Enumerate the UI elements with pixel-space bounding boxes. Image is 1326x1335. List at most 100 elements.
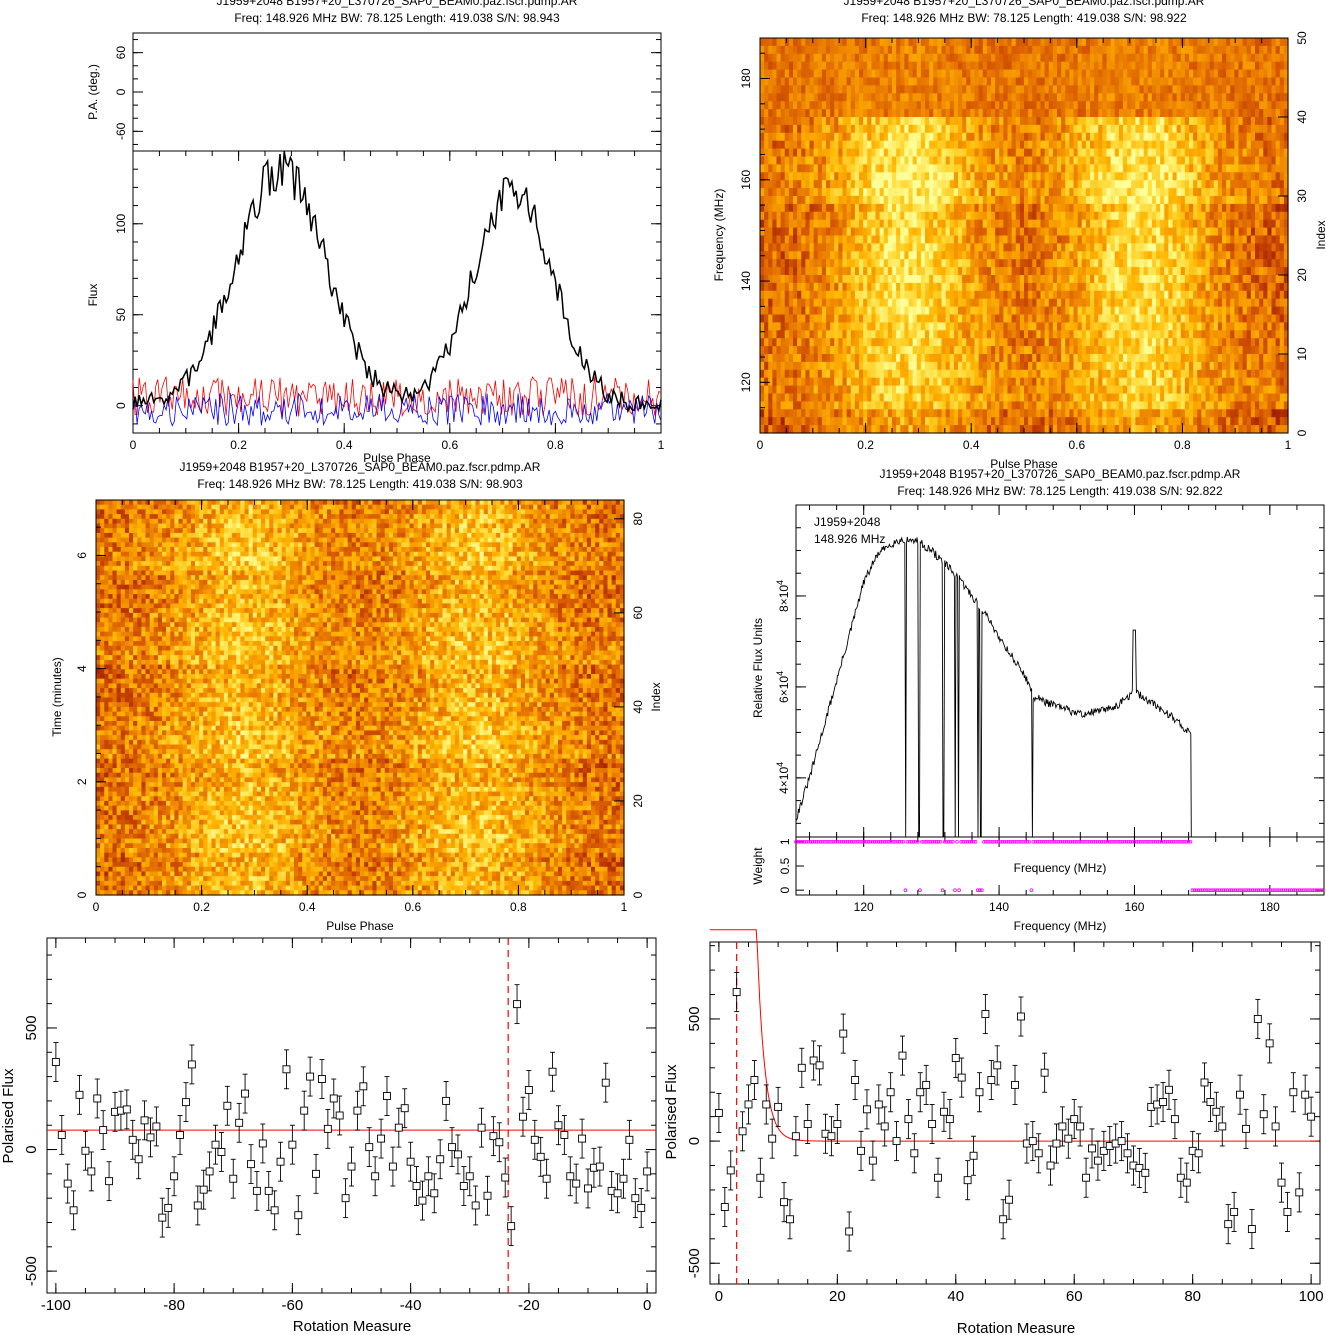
heat-cell — [892, 180, 897, 189]
heat-cell — [788, 219, 794, 229]
heat-cell — [863, 227, 868, 237]
heat-cell — [986, 196, 992, 205]
heat-cell — [875, 219, 881, 229]
heat-cell — [1131, 235, 1136, 244]
heat-cell — [784, 45, 790, 55]
heat-cell — [1230, 275, 1235, 284]
heat-cell — [1127, 306, 1132, 316]
heat-cell — [1048, 282, 1054, 292]
heat-cell — [1007, 53, 1013, 63]
heat-cell — [805, 38, 811, 47]
heat-cell — [1205, 132, 1211, 142]
heat-cell — [1143, 243, 1149, 252]
heat-cell — [1019, 275, 1025, 284]
heat-cell — [1123, 322, 1128, 331]
heat-cell — [1135, 180, 1141, 189]
heat-cell — [1230, 227, 1235, 237]
heat-cell — [1255, 180, 1260, 189]
heat-cell — [1090, 132, 1095, 142]
heat-cell — [813, 140, 819, 150]
heat-cell — [982, 211, 988, 221]
heat-cell — [834, 148, 839, 158]
heat-cell — [1238, 117, 1244, 126]
heat-cell — [1189, 180, 1194, 189]
heat-cell — [871, 259, 877, 268]
heat-cell — [949, 322, 955, 331]
heat-cell — [830, 77, 835, 86]
heat-cell — [842, 117, 848, 126]
heat-cell — [912, 298, 918, 308]
heat-cell — [1164, 290, 1169, 300]
heat-cell — [1197, 211, 1202, 221]
heat-cell — [1077, 243, 1083, 252]
heat-cell — [966, 124, 971, 134]
heat-cell — [760, 227, 765, 237]
heat-cell — [1197, 282, 1202, 292]
heat-cell — [1040, 196, 1046, 205]
heat-cell — [1201, 117, 1207, 126]
heat-cell — [821, 38, 827, 47]
heat-cell — [1160, 45, 1165, 55]
heat-cell — [887, 306, 893, 316]
heat-cell — [768, 53, 773, 63]
heat-cell — [1098, 298, 1103, 308]
heat-cell — [1098, 164, 1103, 173]
heat-cell — [1250, 290, 1256, 300]
heat-cell — [1048, 330, 1054, 339]
heat-cell — [830, 172, 835, 181]
heat-cell — [863, 180, 868, 189]
heat-cell — [1028, 38, 1033, 47]
heat-cell — [929, 77, 934, 86]
heat-cell — [1048, 322, 1054, 331]
heat-cell — [1246, 77, 1252, 86]
heat-cell — [1110, 140, 1116, 150]
heat-cell — [805, 235, 811, 244]
heat-cell — [1102, 322, 1108, 331]
heat-cell — [1230, 251, 1235, 260]
heat-cell — [986, 180, 992, 189]
heat-cell — [925, 164, 930, 173]
heat-cell — [776, 38, 782, 47]
heat-cell — [1065, 77, 1070, 86]
heat-cell — [1044, 156, 1050, 165]
heat-cell — [1242, 196, 1248, 205]
heat-cell — [1065, 180, 1070, 189]
heat-cell — [788, 85, 794, 94]
heat-cell — [1180, 251, 1186, 260]
heat-cell — [1267, 227, 1273, 237]
heat-cell — [1065, 140, 1070, 150]
heat-cell — [1172, 45, 1178, 55]
heat-cell — [780, 251, 786, 260]
heat-cell — [1172, 259, 1178, 268]
heat-cell — [842, 38, 848, 47]
heat-cell — [1263, 172, 1268, 181]
heat-cell — [1123, 156, 1128, 165]
heat-cell — [1197, 235, 1202, 244]
heat-cell — [970, 180, 976, 189]
heat-cell — [966, 267, 971, 276]
heat-cell — [974, 180, 980, 189]
heat-cell — [788, 330, 794, 339]
heat-cell — [896, 77, 901, 86]
heat-cell — [764, 148, 769, 158]
heat-cell — [1024, 251, 1029, 260]
heat-cell — [1139, 314, 1145, 323]
heat-cell — [801, 322, 806, 331]
heat-cell — [941, 69, 947, 79]
heat-cell — [1259, 298, 1264, 308]
heat-cell — [1098, 38, 1103, 47]
heat-cell — [1205, 314, 1211, 323]
heat-cell — [1246, 322, 1252, 331]
heat-cell — [1172, 275, 1178, 284]
heat-cell — [780, 196, 786, 205]
heat-cell — [925, 132, 930, 142]
heat-cell — [1069, 140, 1075, 150]
heat-cell — [859, 243, 864, 252]
heat-cell — [863, 61, 868, 71]
heat-cell — [805, 306, 811, 316]
heat-cell — [929, 180, 934, 189]
heat-cell — [805, 45, 811, 55]
heat-cell — [813, 235, 819, 244]
heat-cell — [850, 275, 856, 284]
heat-cell — [1040, 53, 1046, 63]
